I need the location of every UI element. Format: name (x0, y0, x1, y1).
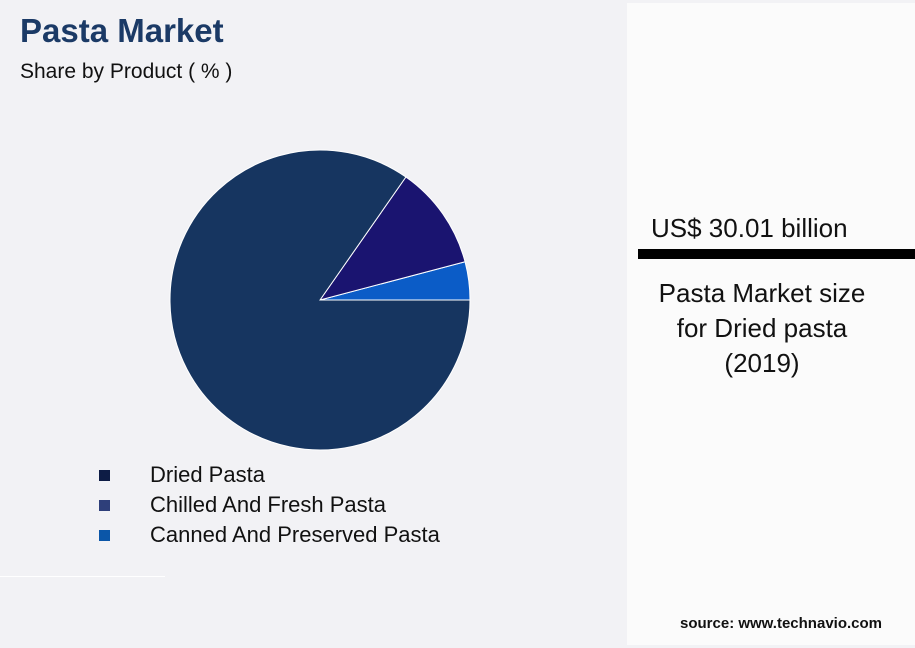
chart-subtitle: Share by Product ( % ) (20, 60, 233, 83)
description-line: Pasta Market size (658, 278, 866, 308)
market-description: Pasta Market size for Dried pasta (2019) (627, 276, 897, 381)
info-panel (627, 3, 915, 645)
legend-item-canned: Canned And Preserved Pasta (99, 522, 440, 548)
chart-title: Pasta Market (20, 12, 224, 49)
description-line: for Dried pasta (676, 313, 848, 343)
legend-item-chilled: Chilled And Fresh Pasta (99, 492, 386, 518)
source-note: source: www.technavio.com (680, 615, 882, 632)
legend-item-dried: Dried Pasta (99, 462, 265, 488)
legend-label: Dried Pasta (150, 462, 265, 487)
pie-chart (169, 149, 471, 451)
value-underline (638, 249, 915, 259)
legend-swatch (99, 529, 110, 541)
pie-slice-chilled-and-fresh-pasta (318, 176, 466, 301)
description-line: (2019) (724, 348, 800, 378)
legend-swatch (99, 499, 110, 511)
legend-swatch (99, 469, 110, 481)
legend-label: Canned And Preserved Pasta (150, 522, 440, 547)
legend-label: Chilled And Fresh Pasta (150, 492, 387, 517)
divider (0, 576, 165, 577)
market-value: US$ 30.01 billion (651, 213, 848, 243)
pie-slice-dried-pasta (169, 149, 471, 451)
